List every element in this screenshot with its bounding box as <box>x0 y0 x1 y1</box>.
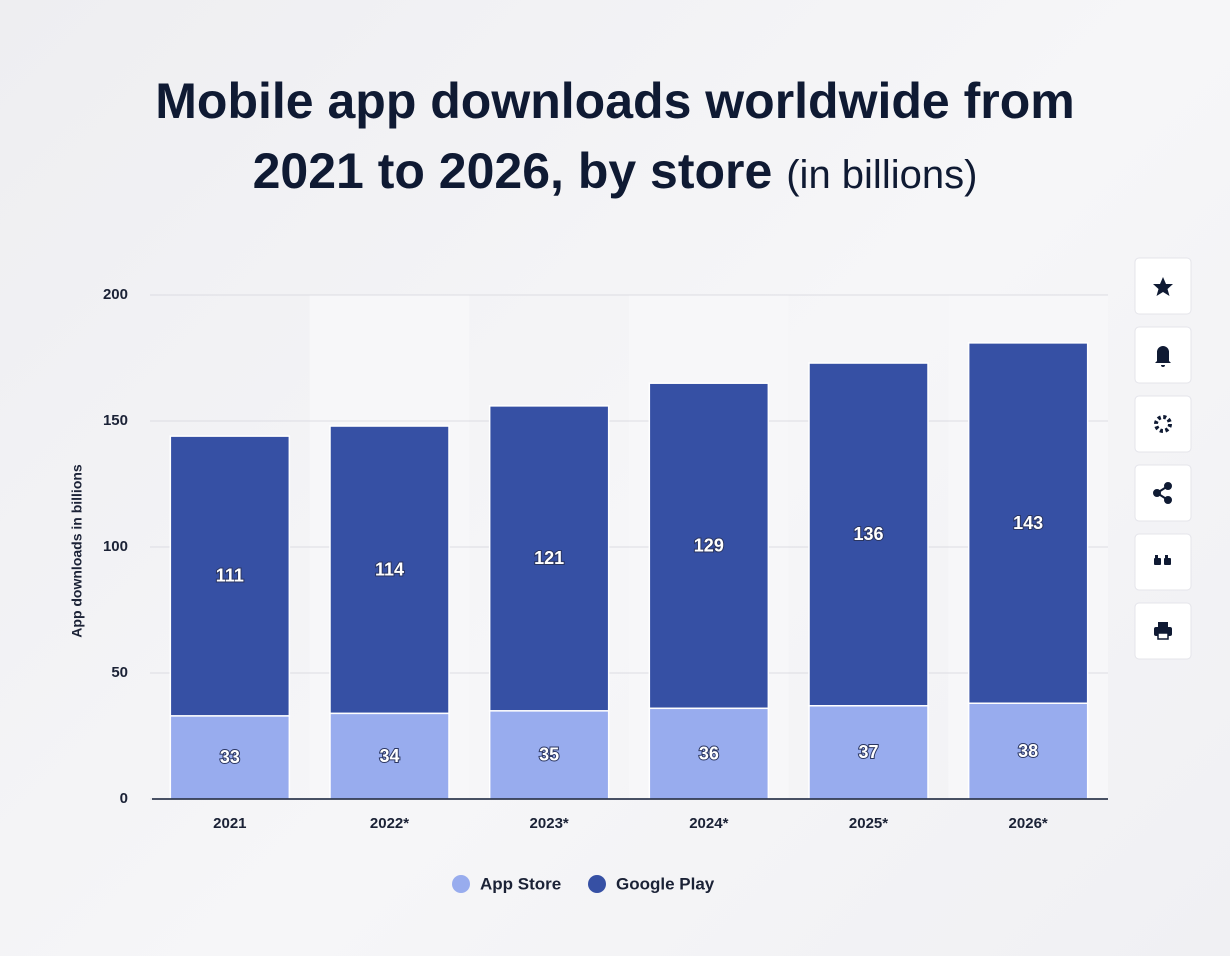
gear-icon <box>1154 415 1172 433</box>
x-tick-label: 2022* <box>370 815 409 832</box>
legend-swatch <box>588 875 606 893</box>
settings-button[interactable] <box>1134 395 1192 453</box>
bar-segment <box>488 710 610 800</box>
bar-segment <box>329 425 450 715</box>
bar-segment <box>967 702 1089 800</box>
value-label: 38 <box>1018 741 1038 761</box>
chart-title: Mobile app downloads worldwide from 2021… <box>95 66 1135 210</box>
value-label: 129 <box>694 535 724 555</box>
y-axis-label: App downloads in billions <box>69 464 85 638</box>
value-label: 34 <box>379 746 399 766</box>
quote-icon <box>1154 555 1171 565</box>
value-label: 143 <box>1013 513 1043 533</box>
value-label: 121 <box>534 548 564 568</box>
x-tick-label: 2023* <box>530 815 569 832</box>
bar-segment <box>329 712 450 800</box>
bar-segment <box>488 405 610 712</box>
value-label: 111 <box>216 566 244 586</box>
bar-segment <box>169 715 291 800</box>
y-tick-label: 150 <box>103 412 128 429</box>
x-tick-label: 2021 <box>213 815 246 832</box>
y-tick-label: 0 <box>120 790 128 807</box>
legend-label: Google Play <box>616 874 715 893</box>
value-label: 114 <box>375 559 404 579</box>
title-unit: (in billions) <box>786 153 978 197</box>
bar-segment <box>169 435 291 717</box>
star-icon <box>1153 277 1173 296</box>
legend-swatch <box>452 875 470 893</box>
cite-button[interactable] <box>1134 533 1192 591</box>
value-label: 36 <box>699 743 719 763</box>
value-label: 37 <box>858 742 878 762</box>
title-text: Mobile app downloads worldwide from 2021… <box>155 73 1075 199</box>
x-tick-label: 2025* <box>849 815 888 832</box>
x-tick-label: 2026* <box>1009 815 1048 832</box>
print-icon <box>1154 622 1172 640</box>
bar-segment <box>808 705 929 800</box>
value-label: 35 <box>539 745 559 765</box>
share-icon <box>1153 482 1172 504</box>
value-label: 33 <box>220 747 240 767</box>
bell-icon <box>1155 346 1171 367</box>
y-tick-label: 200 <box>103 286 128 303</box>
x-tick-label: 2024* <box>689 815 728 832</box>
bar-segment <box>648 382 770 710</box>
y-tick-label: 50 <box>111 664 128 681</box>
bar-segment <box>967 342 1089 704</box>
y-tick-label: 100 <box>103 538 128 555</box>
value-label: 136 <box>853 524 883 544</box>
share-button[interactable] <box>1134 464 1192 522</box>
legend-label: App Store <box>480 874 561 893</box>
bar-segment <box>808 362 929 707</box>
toolbar <box>1134 257 1192 660</box>
